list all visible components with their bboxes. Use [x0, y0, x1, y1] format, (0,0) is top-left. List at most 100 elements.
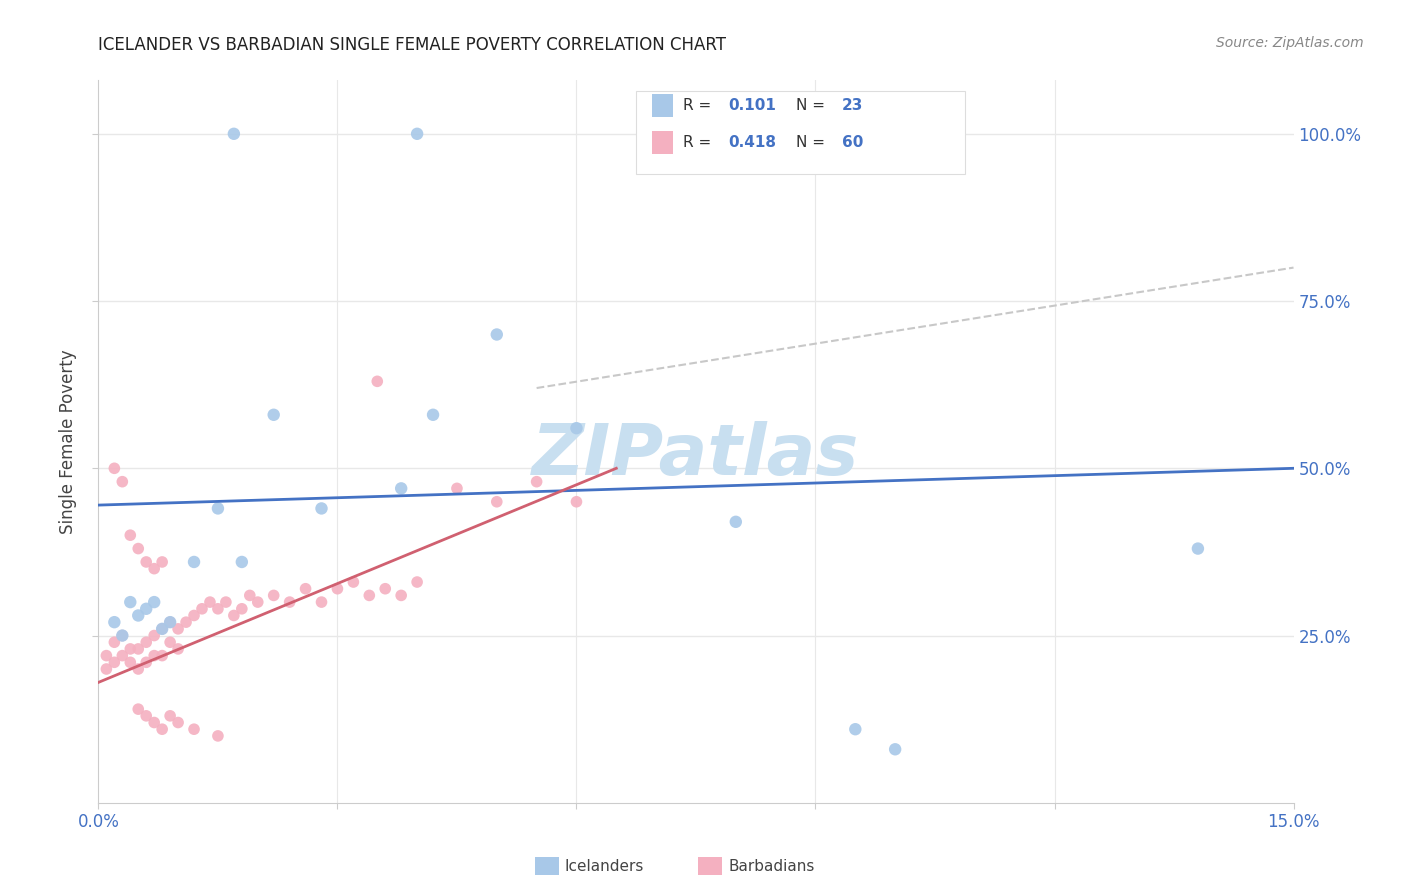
Text: 23: 23 — [842, 98, 863, 113]
Point — [120, 655, 142, 669]
Point — [374, 582, 396, 596]
Point — [183, 555, 205, 569]
Point — [127, 702, 149, 716]
Point — [127, 642, 149, 657]
Point — [485, 494, 508, 508]
Point — [159, 615, 181, 630]
Point — [359, 589, 381, 603]
Point — [724, 515, 747, 529]
Text: R =: R = — [683, 98, 716, 113]
Point — [167, 622, 190, 636]
Point — [1187, 541, 1209, 556]
Point — [446, 482, 468, 496]
Point — [311, 595, 333, 609]
Point — [135, 555, 157, 569]
Point — [278, 595, 301, 609]
FancyBboxPatch shape — [699, 857, 723, 875]
Point — [183, 723, 205, 737]
Point — [127, 541, 149, 556]
Point — [222, 608, 245, 623]
Point — [111, 475, 134, 489]
Point — [150, 622, 173, 636]
Point — [120, 642, 142, 657]
Point — [485, 327, 508, 342]
Point — [231, 602, 253, 616]
Point — [135, 708, 157, 723]
Point — [263, 589, 285, 603]
Text: Barbadians: Barbadians — [728, 859, 814, 874]
Point — [183, 608, 205, 623]
Point — [143, 715, 166, 730]
Point — [159, 708, 181, 723]
Point — [103, 461, 125, 475]
Point — [150, 723, 173, 737]
Text: Source: ZipAtlas.com: Source: ZipAtlas.com — [1216, 36, 1364, 50]
Point — [150, 648, 173, 663]
Point — [342, 575, 364, 590]
Point — [389, 589, 412, 603]
Point — [103, 635, 125, 649]
Point — [96, 648, 118, 663]
Text: ZIPatlas: ZIPatlas — [533, 422, 859, 491]
Text: R =: R = — [683, 135, 716, 150]
Text: Icelanders: Icelanders — [565, 859, 644, 874]
Point — [222, 127, 245, 141]
FancyBboxPatch shape — [652, 131, 673, 154]
Point — [422, 408, 444, 422]
Point — [406, 575, 429, 590]
Text: 60: 60 — [842, 135, 863, 150]
FancyBboxPatch shape — [534, 857, 558, 875]
Point — [263, 408, 285, 422]
Point — [103, 615, 125, 630]
Point — [406, 127, 429, 141]
Point — [143, 595, 166, 609]
Point — [135, 635, 157, 649]
Point — [120, 595, 142, 609]
Point — [120, 528, 142, 542]
Point — [103, 655, 125, 669]
Point — [174, 615, 197, 630]
Point — [526, 475, 548, 489]
Text: N =: N = — [796, 98, 830, 113]
Text: ICELANDER VS BARBADIAN SINGLE FEMALE POVERTY CORRELATION CHART: ICELANDER VS BARBADIAN SINGLE FEMALE POV… — [98, 36, 727, 54]
Y-axis label: Single Female Poverty: Single Female Poverty — [59, 350, 77, 533]
Point — [565, 494, 588, 508]
Point — [311, 501, 333, 516]
Point — [389, 482, 412, 496]
Point — [96, 662, 118, 676]
Point — [159, 615, 181, 630]
Point — [239, 589, 262, 603]
Point — [198, 595, 221, 609]
Point — [246, 595, 269, 609]
Point — [127, 662, 149, 676]
Point — [111, 628, 134, 642]
Point — [294, 582, 316, 596]
Point — [143, 628, 166, 642]
Point — [191, 602, 214, 616]
Point — [143, 562, 166, 576]
Point — [844, 723, 866, 737]
Point — [127, 608, 149, 623]
Point — [215, 595, 238, 609]
Text: 0.418: 0.418 — [728, 135, 776, 150]
Point — [231, 555, 253, 569]
Point — [207, 501, 229, 516]
Point — [135, 602, 157, 616]
Text: 0.101: 0.101 — [728, 98, 776, 113]
Point — [159, 635, 181, 649]
Point — [143, 648, 166, 663]
Point — [111, 628, 134, 642]
Point — [207, 602, 229, 616]
Point — [150, 555, 173, 569]
Point — [150, 622, 173, 636]
FancyBboxPatch shape — [652, 95, 673, 118]
Point — [326, 582, 349, 596]
Point — [167, 642, 190, 657]
FancyBboxPatch shape — [637, 91, 965, 174]
Point — [207, 729, 229, 743]
Text: N =: N = — [796, 135, 830, 150]
Point — [366, 375, 388, 389]
Point — [565, 421, 588, 435]
Point — [884, 742, 907, 756]
Point — [111, 648, 134, 663]
